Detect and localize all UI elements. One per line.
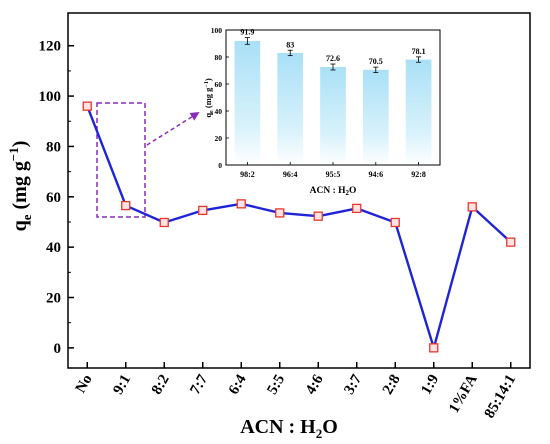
- main-y-title-units: (mg g: [9, 161, 31, 214]
- main-data-point: [82, 101, 92, 111]
- inset-bar: [405, 59, 432, 165]
- main-data-point: [506, 237, 516, 247]
- main-x-axis-title: ACN : H2O: [240, 416, 338, 441]
- main-x-ticks: No 9:1 8:2 7:7 6:4 5:5 4:6 3:7 2:8 1:9 1%FA 85:14:1: [73, 362, 520, 421]
- main-y-tick-label: 60: [46, 190, 61, 206]
- main-x-tick-label: 4:6: [303, 372, 327, 398]
- inset-x-ticks: 98:2 96:4 95:5 94:6 92:8: [240, 162, 426, 179]
- main-x-tick-label: 6:4: [226, 372, 250, 398]
- inset-data-label: 78.1: [412, 47, 426, 56]
- inset-y-tick-label: 40: [215, 107, 223, 116]
- main-y-tick-label: 0: [54, 341, 62, 357]
- inset-bar: [362, 69, 389, 165]
- main-data-point: [159, 217, 169, 228]
- main-y-tick-label: 80: [46, 139, 61, 155]
- inset-y-title-main: q: [203, 113, 213, 118]
- inset-x-title-main: ACN : H: [310, 186, 346, 196]
- highlight-arrow: [146, 112, 200, 146]
- main-y-tick-label: 20: [46, 291, 61, 307]
- inset-y-axis-title: qe (mg g−1): [203, 78, 215, 118]
- main-x-title-end: O: [322, 416, 338, 438]
- inset-bars: 91.9 83 72.6 70.5 78.1: [234, 28, 432, 166]
- main-y-title-exp: −1: [6, 147, 21, 161]
- main-data-point: [429, 343, 439, 353]
- inset-data-label: 91.9: [240, 28, 254, 37]
- main-x-tick-label: 9:1: [110, 372, 134, 397]
- inset-x-tick-label: 96:4: [283, 170, 298, 179]
- inset-x-tick-label: 92:8: [411, 170, 426, 179]
- main-x-tick-label: 7:7: [187, 372, 211, 398]
- main-x-tick-label: 1:9: [418, 372, 442, 397]
- inset-x-title-end: O: [349, 186, 356, 196]
- main-x-title-main: ACN : H: [240, 416, 316, 438]
- main-data-point: [352, 203, 362, 214]
- inset-x-title-sub: 2: [346, 189, 350, 197]
- inset-x-axis-title: ACN : H2O: [310, 186, 357, 197]
- inset-data-label: 72.6: [326, 54, 340, 63]
- main-y-title-sub: e: [19, 214, 34, 220]
- main-x-tick-label: 5:5: [264, 372, 288, 397]
- main-data-point: [390, 217, 400, 228]
- inset-bar: [277, 52, 304, 166]
- main-x-tick-label: No: [73, 372, 96, 396]
- main-data-point: [467, 202, 477, 212]
- main-x-tick-label: 3:7: [341, 372, 365, 398]
- main-data-point: [275, 208, 285, 218]
- main-x-tick-label: 85:14:1: [482, 372, 520, 421]
- main-x-title-sub: 2: [316, 426, 323, 441]
- main-series: [82, 101, 516, 353]
- main-plot-frame: [67, 12, 531, 369]
- main-y-tick-label: 120: [39, 39, 62, 55]
- inset-data-label: 83: [286, 40, 294, 49]
- main-y-ticks: 0 20 40 60 80 100 120: [39, 39, 74, 357]
- main-y-axis-title: qe (mg g−1): [6, 141, 34, 232]
- main-y-title-main: q: [9, 220, 31, 231]
- main-x-tick-label: 2:8: [380, 372, 404, 397]
- inset-bar: [234, 40, 261, 166]
- inset-y-tick-label: 100: [211, 26, 223, 35]
- inset-data-label: 70.5: [369, 57, 383, 66]
- main-y-tick-label: 40: [46, 240, 61, 256]
- inset-y-tick-label: 20: [215, 134, 223, 143]
- main-data-point: [236, 199, 246, 209]
- inset-y-title-units: (mg g: [203, 87, 213, 110]
- inset-x-tick-label: 98:2: [240, 170, 255, 179]
- main-x-tick-label: 1%FA: [446, 372, 481, 416]
- highlight-box: [96, 102, 146, 218]
- main-y-tick-label: 100: [39, 89, 62, 105]
- main-y-title-close: ): [9, 141, 31, 148]
- inset-y-tick-label: 60: [215, 80, 223, 89]
- main-data-point: [121, 200, 131, 211]
- inset-y-tick-label: 0: [218, 161, 222, 170]
- main-data-point: [198, 205, 208, 216]
- main-data-point: [313, 211, 323, 221]
- inset-y-ticks: 0 20 40 60 80 100: [211, 26, 229, 170]
- inset-y-tick-label: 80: [215, 53, 223, 62]
- inset-bar: [320, 66, 346, 165]
- inset-y-title-close: ): [203, 78, 213, 81]
- inset-y-title-exp: −1: [204, 81, 210, 87]
- inset-x-tick-label: 95:5: [326, 170, 341, 179]
- main-x-tick-label: 8:2: [149, 372, 173, 397]
- main-series-line: [86, 105, 512, 350]
- inset-y-title-sub: e: [209, 110, 215, 113]
- inset-x-tick-label: 94:6: [368, 170, 383, 179]
